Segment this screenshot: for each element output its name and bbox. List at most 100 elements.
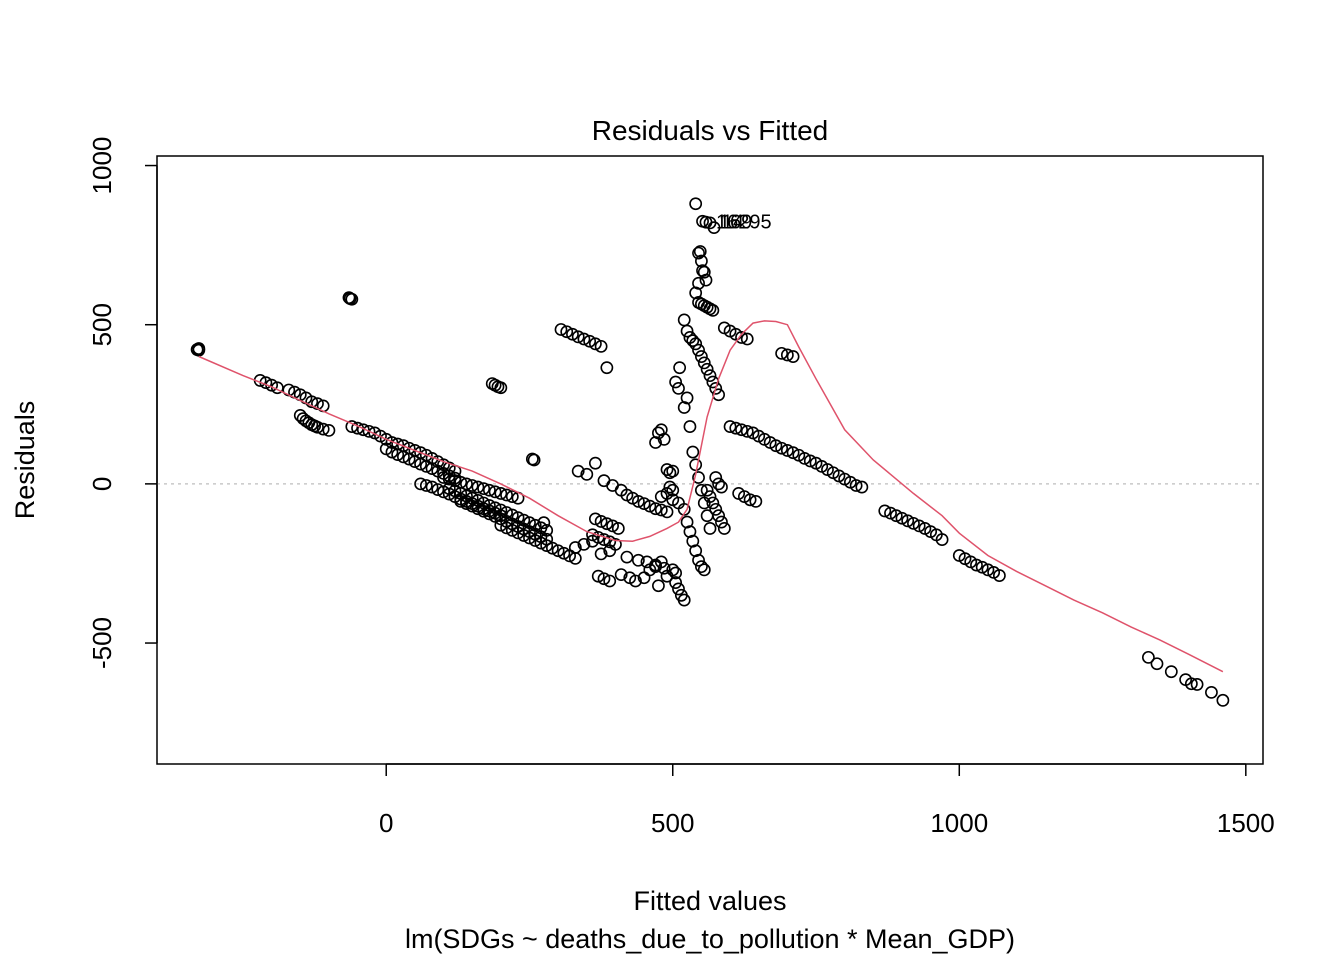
data-point	[878, 504, 892, 518]
data-point	[707, 221, 721, 235]
data-point	[786, 446, 800, 460]
data-point	[672, 381, 685, 395]
data-point	[652, 579, 665, 593]
data-point	[680, 391, 694, 405]
data-point	[402, 452, 416, 466]
data-point	[629, 574, 642, 588]
data-point	[712, 388, 725, 402]
data-point	[588, 337, 602, 351]
data-point	[695, 483, 708, 497]
data-point	[631, 553, 645, 567]
smooth-line	[198, 320, 1224, 673]
data-point	[494, 487, 508, 500]
data-point	[425, 462, 439, 475]
data-point	[689, 197, 703, 211]
data-point	[1141, 650, 1155, 664]
data-point	[697, 356, 711, 370]
data-point	[527, 453, 541, 467]
data-point	[588, 456, 602, 470]
data-point	[591, 569, 605, 583]
data-point	[316, 422, 330, 436]
data-point	[992, 569, 1006, 582]
data-point	[305, 395, 319, 409]
data-point	[477, 482, 491, 496]
data-point	[614, 568, 628, 581]
data-point	[505, 523, 519, 537]
data-point	[566, 327, 579, 341]
data-point	[677, 593, 691, 607]
data-point	[557, 546, 571, 560]
y-tick-label: -500	[87, 617, 117, 669]
plot-frame	[156, 155, 1264, 765]
outlier-label: 169	[719, 211, 752, 233]
chart-title: Residuals vs Fitted	[592, 115, 829, 146]
data-point	[505, 490, 519, 504]
data-point	[689, 458, 703, 472]
data-point	[981, 563, 995, 577]
data-point	[588, 512, 602, 526]
data-point	[692, 246, 705, 260]
x-tick-label: 1000	[930, 808, 988, 838]
y-tick-label: 0	[87, 477, 117, 491]
data-point	[471, 502, 485, 516]
data-point	[597, 572, 611, 586]
data-point	[603, 544, 617, 558]
data-point	[677, 313, 691, 327]
data-point	[594, 515, 608, 528]
data-point	[884, 506, 897, 520]
data-point	[706, 375, 720, 389]
data-point	[735, 423, 748, 437]
data-point	[706, 496, 720, 510]
data-point	[597, 474, 611, 488]
y-axis-label: Residuals	[10, 401, 40, 520]
data-point	[697, 563, 711, 577]
data-point	[534, 536, 548, 550]
data-point	[414, 477, 428, 491]
data-point	[442, 472, 456, 486]
data-point	[723, 420, 737, 433]
data-point	[693, 245, 707, 258]
data-point	[311, 420, 324, 434]
data-point	[803, 454, 817, 468]
data-point	[606, 519, 619, 533]
data-point	[709, 471, 723, 484]
data-point	[397, 450, 410, 464]
data-point	[437, 471, 450, 484]
data-point	[743, 493, 757, 507]
data-point	[729, 421, 743, 435]
data-point	[912, 519, 926, 533]
data-point	[471, 480, 485, 494]
data-point	[494, 381, 508, 395]
data-point	[855, 480, 869, 494]
data-point	[580, 467, 594, 481]
data-point	[454, 475, 468, 489]
data-point	[600, 361, 614, 375]
data-point	[571, 464, 585, 478]
data-point	[683, 420, 697, 433]
data-point	[586, 534, 599, 548]
data-point	[680, 324, 694, 338]
data-point	[603, 574, 617, 588]
data-point	[631, 494, 645, 508]
data-point	[740, 332, 754, 346]
outlier-label: 16295	[716, 211, 772, 233]
data-point	[895, 511, 909, 525]
data-point	[190, 343, 204, 356]
data-point	[692, 471, 705, 484]
data-point	[712, 477, 725, 491]
data-point	[454, 494, 468, 508]
data-point	[537, 516, 551, 530]
data-point	[901, 514, 915, 528]
data-point	[425, 480, 439, 494]
data-point	[494, 512, 508, 526]
data-point	[697, 265, 711, 279]
data-point	[975, 560, 989, 574]
data-point	[488, 509, 502, 523]
y-tick-label: 500	[87, 303, 117, 346]
data-point	[907, 516, 920, 530]
data-point	[660, 569, 674, 583]
data-point	[419, 459, 433, 473]
data-point	[577, 537, 591, 551]
